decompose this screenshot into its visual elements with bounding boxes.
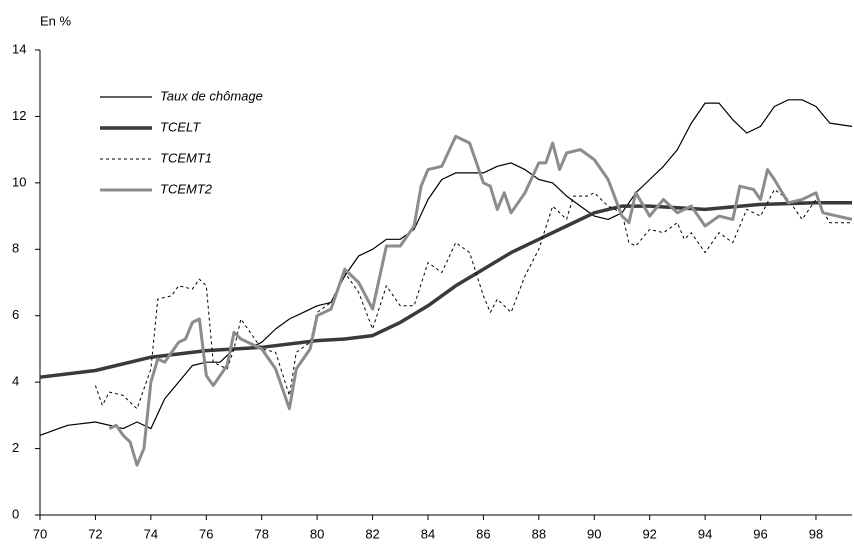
y-tick-label: 4 xyxy=(12,374,19,389)
x-tick-label: 80 xyxy=(310,526,324,541)
series-line xyxy=(108,134,853,467)
y-tick-label: 10 xyxy=(12,174,26,189)
legend-label: TCELT xyxy=(160,119,201,134)
x-tick-label: 72 xyxy=(88,526,102,541)
series-line xyxy=(39,99,853,436)
x-tick-label: 74 xyxy=(144,526,158,541)
x-tick-label: 78 xyxy=(254,526,268,541)
x-tick-label: 94 xyxy=(698,526,712,541)
x-tick-label: 86 xyxy=(476,526,490,541)
x-tick-label: 88 xyxy=(532,526,546,541)
x-tick-label: 96 xyxy=(753,526,767,541)
x-tick-label: 98 xyxy=(809,526,823,541)
x-tick-label: 92 xyxy=(642,526,656,541)
y-tick-label: 6 xyxy=(12,307,19,322)
legend-label: TCEMT1 xyxy=(160,150,212,165)
legend-label: TCEMT2 xyxy=(160,181,213,196)
legend-label: Taux de chômage xyxy=(160,88,263,103)
x-tick-label: 76 xyxy=(199,526,213,541)
y-tick-label: 14 xyxy=(12,41,26,56)
y-tick-label: 8 xyxy=(12,241,19,256)
series-line xyxy=(94,189,852,410)
series-line xyxy=(39,201,852,379)
x-tick-label: 84 xyxy=(421,526,435,541)
x-tick-label: 82 xyxy=(365,526,379,541)
x-tick-label: 90 xyxy=(587,526,601,541)
x-tick-label: 70 xyxy=(33,526,47,541)
y-tick-label: 12 xyxy=(12,108,26,123)
y-axis-label: En % xyxy=(40,13,72,28)
y-tick-label: 0 xyxy=(12,506,19,521)
y-tick-label: 2 xyxy=(12,440,19,455)
